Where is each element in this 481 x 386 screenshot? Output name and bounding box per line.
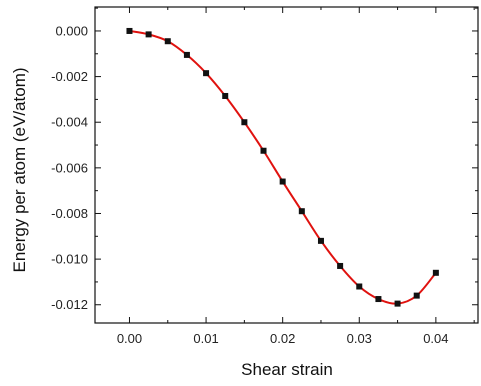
y-tick-label: -0.012 — [51, 297, 88, 312]
fit-curve — [129, 29, 437, 305]
data-point — [337, 262, 344, 269]
data-point — [126, 27, 133, 34]
y-tick-label: -0.002 — [51, 69, 88, 84]
plot-area — [94, 6, 479, 324]
y-tick-label: 0.000 — [55, 23, 88, 38]
x-axis: 0.00 0.01 0.02 0.03 0.04 — [117, 7, 475, 346]
data-point — [317, 237, 324, 244]
x-axis-title: Shear strain — [241, 360, 333, 379]
data-point — [279, 178, 286, 185]
x-tick-label: 0.00 — [117, 331, 142, 346]
plot-frame — [94, 6, 479, 324]
y-axis-title: Energy per atom (eV/atom) — [10, 67, 29, 272]
y-tick-label: -0.004 — [51, 115, 88, 130]
data-point — [260, 147, 267, 154]
x-tick-label: 0.04 — [423, 331, 448, 346]
y-tick-label: -0.006 — [51, 160, 88, 175]
data-point — [222, 92, 229, 99]
x-tick-label: 0.03 — [347, 331, 372, 346]
data-point — [164, 38, 171, 45]
y-axis: 0.000 -0.002 -0.004 -0.006 -0.008 -0.010 -0.01… — [51, 7, 478, 312]
y-tick-label: -0.010 — [51, 252, 88, 267]
data-point — [183, 51, 190, 58]
data-point — [356, 283, 363, 290]
data-point — [413, 292, 420, 299]
data-point — [298, 208, 305, 215]
data-point — [145, 31, 152, 38]
data-point — [394, 300, 401, 307]
x-tick-label: 0.02 — [270, 331, 295, 346]
x-tick-label: 0.01 — [193, 331, 218, 346]
y-tick-label: -0.008 — [51, 206, 88, 221]
data-point — [203, 70, 210, 77]
data-point — [375, 296, 382, 303]
data-point — [241, 119, 248, 126]
data-point — [432, 269, 439, 276]
series-layer — [126, 27, 439, 307]
